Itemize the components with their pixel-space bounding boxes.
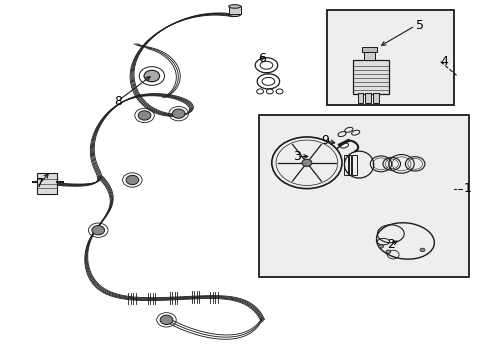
Bar — [372, 93, 378, 103]
Ellipse shape — [228, 5, 241, 8]
Bar — [363, 51, 374, 60]
Circle shape — [126, 175, 139, 185]
Bar — [343, 155, 348, 175]
Circle shape — [419, 248, 424, 252]
Circle shape — [378, 244, 383, 248]
Text: 1: 1 — [463, 183, 471, 195]
Circle shape — [160, 315, 172, 324]
Bar — [357, 93, 363, 103]
Bar — [365, 93, 370, 103]
Text: 6: 6 — [257, 51, 265, 64]
Circle shape — [138, 111, 151, 120]
Bar — [37, 173, 57, 194]
Text: 2: 2 — [386, 238, 394, 251]
Bar — [228, 6, 241, 14]
Text: 9: 9 — [320, 134, 328, 147]
Circle shape — [144, 70, 159, 82]
Circle shape — [92, 226, 104, 235]
Bar — [361, 47, 376, 51]
Text: 5: 5 — [415, 19, 423, 32]
Bar — [352, 60, 388, 94]
Bar — [327, 10, 453, 105]
Text: 7: 7 — [36, 177, 43, 190]
Circle shape — [302, 159, 311, 166]
Bar — [259, 116, 468, 277]
Text: 4: 4 — [440, 55, 447, 68]
Bar — [351, 155, 356, 175]
Circle shape — [385, 250, 390, 253]
Bar — [347, 155, 350, 175]
Ellipse shape — [228, 12, 241, 17]
Text: 3: 3 — [293, 150, 301, 163]
Text: 8: 8 — [114, 95, 122, 108]
Circle shape — [172, 109, 184, 118]
